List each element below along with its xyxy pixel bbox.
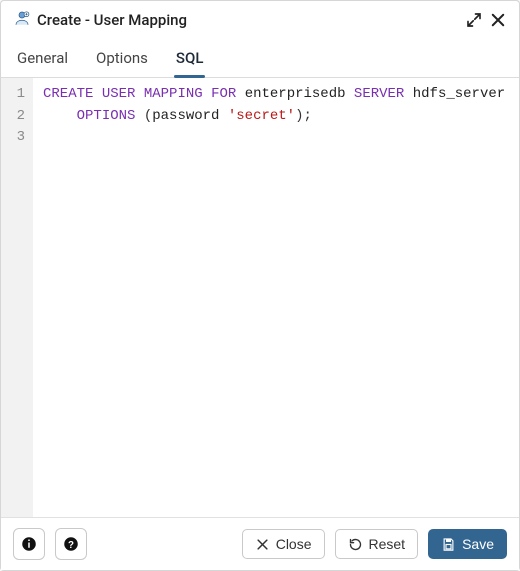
help-button[interactable]: ? (55, 528, 87, 560)
line-number: 2 (11, 106, 25, 128)
tabs: General Options SQL (1, 39, 519, 78)
code-line (43, 127, 509, 149)
svg-text:?: ? (68, 540, 74, 551)
line-gutter: 1 2 3 (1, 78, 33, 517)
sql-editor[interactable]: 1 2 3 CREATE USER MAPPING FOR enterprise… (1, 78, 519, 517)
save-button-label: Save (462, 536, 494, 552)
close-button-label: Close (276, 536, 312, 552)
user-mapping-icon (13, 9, 31, 31)
reset-button-label: Reset (369, 536, 406, 552)
save-button[interactable]: Save (428, 529, 507, 559)
line-number: 1 (11, 84, 25, 106)
footer: ? Close Reset Save (1, 517, 519, 570)
close-icon[interactable] (489, 11, 507, 29)
line-number: 3 (11, 127, 25, 149)
tab-options[interactable]: Options (94, 43, 150, 77)
info-button[interactable] (13, 528, 45, 560)
maximize-icon[interactable] (465, 11, 483, 29)
titlebar: Create - User Mapping (1, 1, 519, 39)
close-button[interactable]: Close (242, 529, 325, 559)
tab-sql[interactable]: SQL (174, 43, 206, 77)
tab-general[interactable]: General (15, 43, 70, 77)
code-area[interactable]: CREATE USER MAPPING FOR enterprisedb SER… (33, 78, 519, 517)
create-user-mapping-dialog: Create - User Mapping General Options SQ… (0, 0, 520, 571)
reset-button[interactable]: Reset (335, 529, 419, 559)
dialog-title: Create - User Mapping (37, 11, 187, 29)
code-line: CREATE USER MAPPING FOR enterprisedb SER… (43, 84, 509, 106)
code-line: OPTIONS (password 'secret'); (43, 106, 509, 128)
